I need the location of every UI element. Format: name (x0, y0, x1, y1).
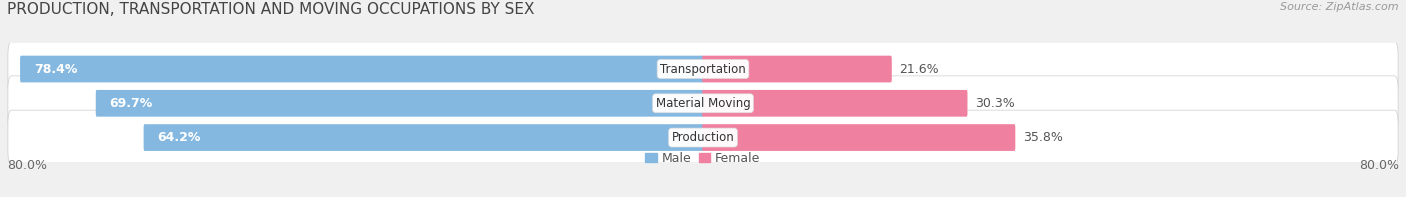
FancyBboxPatch shape (8, 110, 1398, 165)
Text: 35.8%: 35.8% (1024, 131, 1063, 144)
Text: PRODUCTION, TRANSPORTATION AND MOVING OCCUPATIONS BY SEX: PRODUCTION, TRANSPORTATION AND MOVING OC… (7, 2, 534, 17)
Text: Production: Production (672, 131, 734, 144)
Text: 78.4%: 78.4% (34, 62, 77, 75)
FancyBboxPatch shape (702, 90, 967, 117)
Text: 80.0%: 80.0% (1360, 159, 1399, 172)
FancyBboxPatch shape (702, 124, 1015, 151)
Text: 69.7%: 69.7% (110, 97, 153, 110)
Text: Material Moving: Material Moving (655, 97, 751, 110)
Text: 30.3%: 30.3% (976, 97, 1015, 110)
Text: 80.0%: 80.0% (7, 159, 46, 172)
Legend: Male, Female: Male, Female (645, 152, 761, 165)
Text: Transportation: Transportation (661, 62, 745, 75)
FancyBboxPatch shape (8, 42, 1398, 97)
FancyBboxPatch shape (20, 56, 704, 82)
Text: 21.6%: 21.6% (900, 62, 939, 75)
FancyBboxPatch shape (8, 76, 1398, 131)
FancyBboxPatch shape (702, 56, 891, 82)
FancyBboxPatch shape (143, 124, 704, 151)
FancyBboxPatch shape (96, 90, 704, 117)
Text: 64.2%: 64.2% (157, 131, 201, 144)
Text: Source: ZipAtlas.com: Source: ZipAtlas.com (1281, 2, 1399, 12)
